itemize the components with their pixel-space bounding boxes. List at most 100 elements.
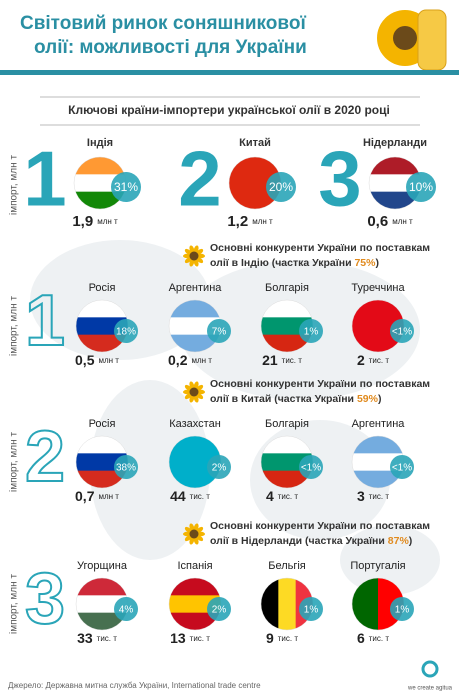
amount-value: 0,7	[75, 488, 95, 504]
flag-stripe	[76, 300, 128, 318]
share-label: 18%	[116, 327, 136, 338]
country-name: Болгарія	[265, 418, 309, 430]
amount-unit: тис. т	[369, 492, 390, 501]
share-badge	[114, 597, 138, 621]
title-line: олії: можливості для України	[34, 37, 307, 58]
section-heading: олії в Нідерланди (частка України 87%)	[210, 535, 412, 547]
country-name: Індія	[87, 137, 113, 149]
amount-value: 1,2	[227, 213, 248, 230]
heading-text: олії в Китай (частка України	[210, 393, 357, 405]
flag-stripe	[261, 436, 313, 454]
petal	[183, 531, 191, 537]
petal	[196, 393, 204, 400]
amount-value: 2	[357, 352, 365, 368]
amount-value: 21	[262, 352, 278, 368]
heading-text: олії в Нідерланди (частка України	[210, 535, 388, 547]
heading-text: олії в Індію (частка України	[210, 257, 354, 269]
share-label: 1%	[304, 605, 319, 616]
petal	[189, 245, 195, 254]
rank-number: 2	[178, 135, 221, 223]
flag	[261, 436, 313, 488]
flag-stripe	[76, 470, 128, 488]
country-name: Китай	[239, 137, 271, 149]
amount-unit: млн т	[252, 217, 273, 226]
country-name: Нідерланди	[363, 137, 427, 149]
ukraine-share: 75%	[354, 257, 376, 269]
section-heading: Основні конкуренти України по поставкам	[210, 242, 430, 254]
sunflower-icon	[183, 381, 205, 403]
sunflower-icon	[183, 523, 205, 545]
amount: 4 тис. т	[266, 488, 298, 504]
amount: 21 тис. т	[262, 352, 302, 368]
petal	[189, 381, 195, 390]
rank-number: 2	[25, 417, 65, 497]
amount-unit: млн т	[98, 356, 119, 365]
axis-label: імпорт, млн т	[9, 155, 20, 215]
flag-stripe	[74, 191, 126, 209]
country-name: Туреччина	[351, 282, 405, 294]
country-name: Росія	[89, 418, 116, 430]
source: Джерело: Державна митна служба України, …	[8, 681, 261, 690]
amount-value: 3	[357, 488, 365, 504]
petal	[184, 526, 192, 533]
amount-unit: млн т	[392, 217, 413, 226]
share-label: 2%	[212, 463, 227, 474]
share-badge	[299, 597, 323, 621]
flag	[74, 157, 126, 209]
ukraine-share: 87%	[388, 535, 410, 547]
petal	[197, 389, 205, 395]
amount-value: 13	[170, 630, 186, 646]
title-line: Світовий ринок соняшникової	[20, 13, 306, 34]
seed	[189, 529, 199, 539]
share-label: 4%	[119, 605, 134, 616]
rank-number: 1	[25, 281, 65, 361]
amount-unit: тис. т	[278, 634, 299, 643]
share-badge	[390, 597, 414, 621]
petal	[184, 384, 192, 391]
amount-unit: тис. т	[369, 634, 390, 643]
heading-text: )	[409, 535, 413, 547]
share-badge	[114, 319, 138, 343]
amount-value: 6	[357, 630, 365, 646]
share-label: 10%	[409, 180, 433, 194]
section-heading: Основні конкуренти України по поставкам	[210, 378, 430, 390]
country-name: Іспанія	[177, 560, 212, 572]
petal	[183, 253, 191, 259]
petal	[189, 523, 195, 532]
flag	[352, 436, 404, 488]
petal	[196, 257, 204, 264]
sunflower-icon	[183, 245, 205, 267]
share-label: 20%	[269, 180, 293, 194]
share-label: 1%	[395, 605, 410, 616]
sunflower-oil-image	[377, 9, 447, 71]
share-label: 38%	[116, 463, 136, 474]
share-label: 1%	[304, 327, 319, 338]
flag-stripe	[76, 612, 128, 630]
amount-unit: тис. т	[282, 356, 303, 365]
share-badge	[299, 455, 323, 479]
rank-number: 3	[318, 135, 361, 223]
amount: 33 тис. т	[77, 630, 117, 646]
heading-text: )	[378, 393, 382, 405]
flag-stripe	[76, 578, 128, 596]
petal	[193, 536, 199, 545]
petal	[184, 535, 192, 542]
petal	[196, 526, 204, 533]
seed	[189, 251, 199, 261]
share-label: 7%	[212, 327, 227, 338]
amount: 1,2 млн т	[227, 213, 273, 230]
flag-stripe	[261, 300, 313, 318]
rank-number: 1	[23, 135, 66, 223]
header-band	[0, 70, 459, 75]
flag-stripe	[169, 334, 221, 352]
share-badge	[299, 319, 323, 343]
flag-stripe	[352, 436, 404, 454]
logo-mark	[421, 660, 439, 678]
amount-value: 0,6	[367, 213, 388, 230]
country-name: Аргентина	[169, 282, 223, 294]
amount: 2 тис. т	[357, 352, 389, 368]
amount: 0,7 млн т	[75, 488, 119, 504]
axis-label: імпорт, млн т	[9, 296, 20, 356]
amount: 6 тис. т	[357, 630, 389, 646]
